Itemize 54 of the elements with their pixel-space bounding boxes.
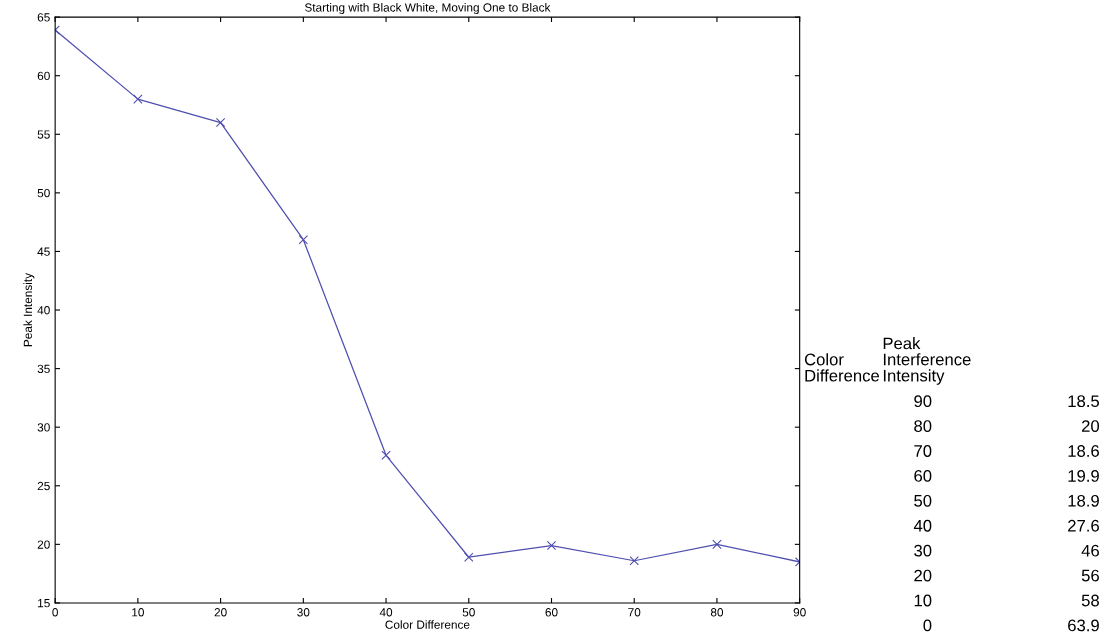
text: 27.6 xyxy=(1068,519,1099,532)
text: 63.9 xyxy=(1068,619,1099,632)
text: Peak Interference Intensity xyxy=(883,337,971,385)
text: 20 xyxy=(1081,420,1100,432)
x-tick-label: 0 xyxy=(52,608,58,617)
point xyxy=(215,117,226,128)
y-tick-label: 60 xyxy=(37,71,50,81)
text: 18.9 xyxy=(1068,494,1099,507)
text: 19.9 xyxy=(1068,470,1099,482)
point xyxy=(298,235,309,245)
point xyxy=(546,540,557,551)
text: 18.6 xyxy=(1068,445,1099,457)
text: 80 xyxy=(914,420,932,432)
y-tick-label: 15 xyxy=(38,599,50,608)
text: 40 xyxy=(913,519,932,532)
x-tick-label: 20 xyxy=(214,608,227,617)
x-tick-label: 90 xyxy=(793,608,806,617)
y-tick-label: 65 xyxy=(37,13,50,22)
y-tick-label: 40 xyxy=(37,306,50,315)
y-axis-title: Peak Intensity xyxy=(23,272,35,347)
y-tick-label: 50 xyxy=(37,188,50,198)
x-tick-label: 40 xyxy=(379,608,393,617)
text: 90 xyxy=(914,395,932,408)
text: 60 xyxy=(914,470,932,482)
y-tick-label: 45 xyxy=(37,247,50,256)
text: 0 xyxy=(923,619,932,632)
y-tick-label: 30 xyxy=(37,423,50,432)
point xyxy=(133,94,143,104)
point xyxy=(381,450,391,461)
text: 46 xyxy=(1081,544,1099,557)
y-tick-label: 55 xyxy=(37,130,50,139)
x-tick-label: 70 xyxy=(628,608,641,617)
x-axis-title: Color Difference xyxy=(385,620,470,629)
text: 10 xyxy=(914,594,932,607)
text: 50 xyxy=(914,494,932,507)
chart-title: Starting with Black White, Moving One to Black xyxy=(304,3,551,15)
x-tick-label: 60 xyxy=(545,608,558,617)
text: 30 xyxy=(914,544,932,557)
text: 58 xyxy=(1081,594,1099,607)
y-tick-label: 35 xyxy=(37,364,50,373)
x-tick-label: 30 xyxy=(297,608,310,617)
y-tick-label: 25 xyxy=(37,481,50,491)
x-tick-label: 80 xyxy=(710,608,724,617)
x-tick-label: 10 xyxy=(132,608,144,617)
text: 56 xyxy=(1081,569,1099,582)
text: 20 xyxy=(914,569,932,582)
point xyxy=(712,539,722,550)
text: 18.5 xyxy=(1068,395,1099,408)
x-tick-label: 50 xyxy=(462,608,475,617)
text: 70 xyxy=(914,445,932,457)
y-tick-label: 20 xyxy=(37,540,50,549)
point xyxy=(464,552,474,562)
point xyxy=(629,556,639,566)
text: Color Difference xyxy=(804,353,880,382)
